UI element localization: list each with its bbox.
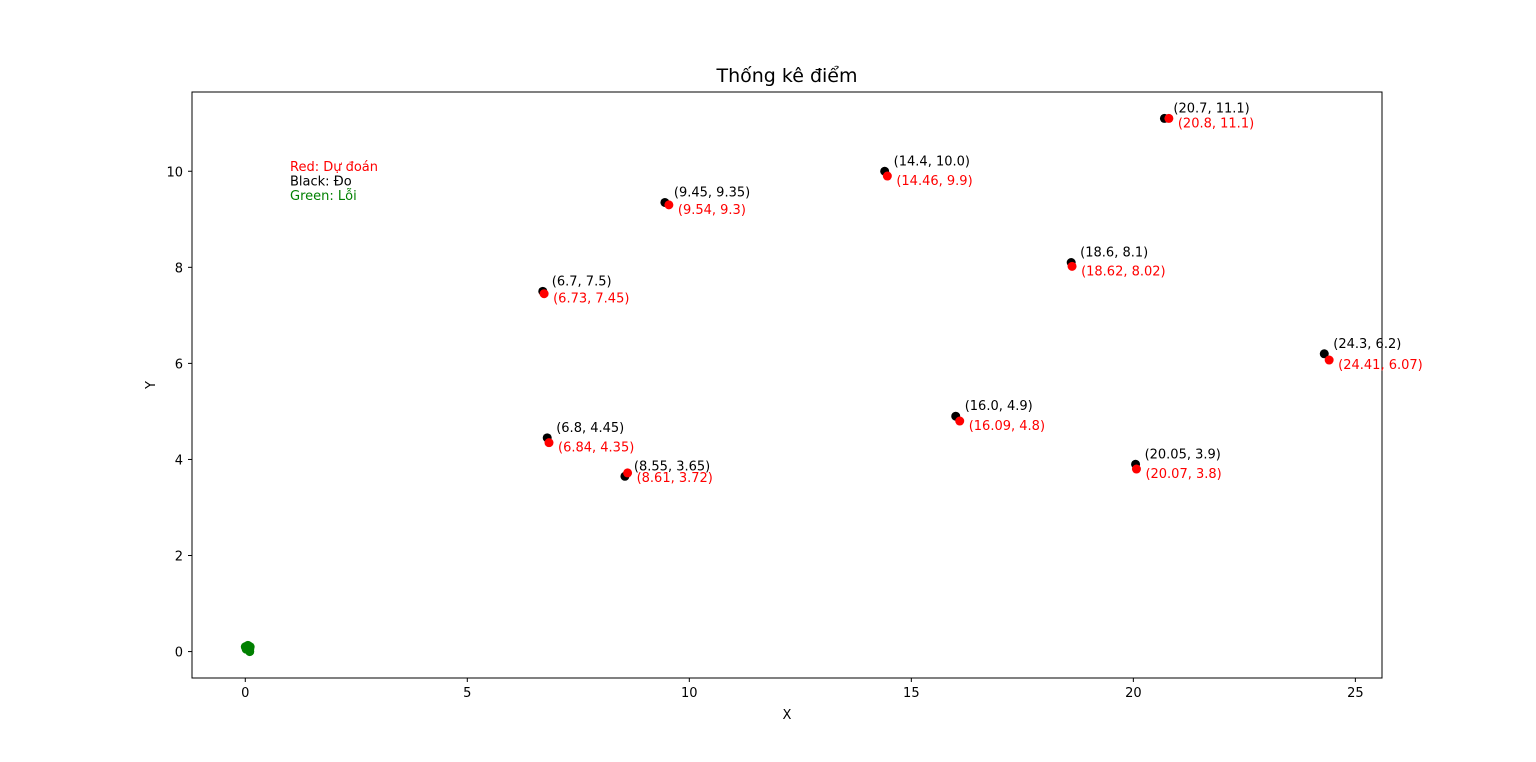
x-tick-label: 10: [681, 686, 698, 701]
y-tick-label: 8: [175, 261, 183, 276]
y-tick-label: 0: [175, 646, 183, 661]
x-axis: 0 5 10 15 20 25: [241, 678, 1364, 701]
data-label: (20.7, 11.1): [1173, 101, 1249, 116]
legend-entry: Red: Dự đoán: [290, 160, 378, 175]
x-tick-label: 25: [1347, 686, 1364, 701]
chart-title: Thống kê điểm: [715, 65, 857, 87]
y-axis: 0 2 4 6 8 10: [166, 165, 192, 661]
data-label: (20.05, 3.9): [1145, 447, 1221, 462]
x-tick-label: 5: [463, 686, 471, 701]
y-tick-label: 10: [166, 165, 183, 180]
y-tick-label: 2: [175, 550, 183, 565]
y-axis-label: Y: [144, 381, 159, 390]
data-label: (6.84, 4.35): [558, 441, 634, 456]
data-label: (9.54, 9.3): [678, 203, 746, 218]
data-label: (20.8, 11.1): [1178, 116, 1254, 131]
predicted-point: [544, 438, 554, 448]
plot-area: [191, 91, 1383, 679]
data-label: (18.6, 8.1): [1080, 246, 1148, 261]
predicted-point: [623, 468, 633, 478]
x-tick-label: 15: [903, 686, 920, 701]
point-labels: (20.7, 11.1) (14.4, 10.0) (9.45, 9.35) (18.…: [552, 101, 1423, 485]
x-tick-label: 0: [241, 686, 249, 701]
data-points: [240, 113, 1334, 657]
data-label: (8.55, 3.65): [634, 459, 710, 474]
predicted-point: [1164, 113, 1174, 123]
data-label: (18.62, 8.02): [1081, 264, 1166, 279]
data-label: (24.3, 6.2): [1333, 337, 1401, 352]
predicted-point: [1067, 261, 1077, 271]
data-label: (6.7, 7.5): [552, 274, 612, 289]
data-label: (8.61, 3.72): [637, 471, 713, 486]
x-axis-label: X: [783, 708, 792, 723]
predicted-point: [539, 289, 549, 299]
data-label: (24.41, 6.07): [1338, 358, 1423, 373]
data-label: (14.46, 9.9): [896, 174, 972, 189]
data-label: (16.09, 4.8): [969, 419, 1045, 434]
error-point: [243, 643, 253, 653]
y-tick-label: 4: [175, 453, 183, 468]
measured-point: [1319, 349, 1329, 359]
predicted-point: [1324, 355, 1334, 365]
data-label: (14.4, 10.0): [894, 154, 970, 169]
data-label: (16.0, 4.9): [965, 399, 1033, 414]
legend-entry: Black: Đo: [290, 175, 352, 190]
data-label: (6.8, 4.45): [556, 421, 624, 436]
predicted-point: [1131, 464, 1141, 474]
predicted-point: [882, 171, 892, 181]
data-label: (6.73, 7.45): [553, 292, 629, 307]
data-label: (20.07, 3.8): [1145, 467, 1221, 482]
y-tick-label: 6: [175, 357, 183, 372]
predicted-point: [955, 416, 965, 426]
data-label: (9.45, 9.35): [674, 185, 750, 200]
predicted-point: [664, 200, 674, 210]
x-tick-label: 20: [1125, 686, 1142, 701]
legend-entry: Green: Lỗi: [290, 189, 357, 204]
